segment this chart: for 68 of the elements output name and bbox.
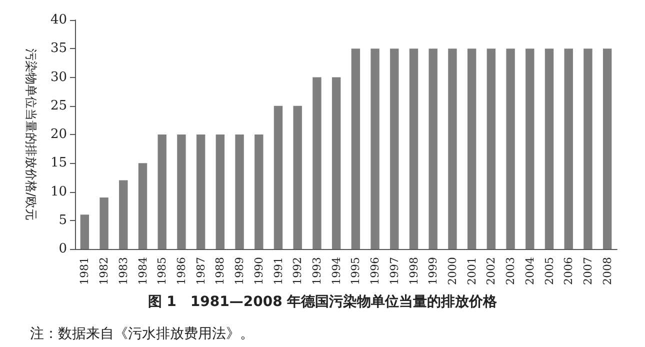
x-tick-label: 1999 (426, 257, 440, 285)
bar (216, 134, 225, 249)
y-tick-label: 5 (58, 212, 67, 228)
bar (370, 48, 380, 249)
bar (332, 77, 341, 249)
bar (526, 48, 534, 249)
bar (544, 48, 554, 249)
bar (602, 48, 612, 249)
x-tick-label: 2007 (581, 257, 594, 285)
y-tick-label: 0 (58, 242, 67, 256)
x-tick-label: 1987 (194, 257, 208, 285)
bar (409, 48, 418, 249)
bar (254, 134, 264, 249)
x-tick-label: 2003 (504, 257, 518, 285)
x-tick-label: 2002 (484, 257, 498, 285)
bar (177, 134, 186, 249)
x-tick-label: 1990 (252, 257, 266, 285)
bar (312, 77, 322, 249)
y-tick-label: 35 (50, 41, 67, 56)
bar (80, 214, 90, 249)
x-tick-label: 1984 (136, 257, 150, 285)
y-tick-label: 10 (50, 184, 67, 200)
bar (196, 134, 206, 249)
x-tick-label: 1981 (78, 257, 92, 285)
x-tick-label: 1993 (310, 257, 324, 285)
bar (274, 106, 283, 249)
bar (448, 48, 457, 249)
x-tick-label: 1997 (388, 257, 401, 285)
bar (293, 106, 302, 249)
x-tick-label: 2001 (465, 257, 478, 285)
text: 图 1 1981—2008 年德国污染物单位当量的排放价格 (148, 293, 498, 310)
x-tick-label: 1986 (174, 257, 188, 285)
bar (390, 48, 399, 249)
y-tick-label: 15 (50, 156, 67, 171)
bar (428, 48, 438, 249)
bar (351, 48, 360, 249)
x-tick-label: 2000 (446, 257, 459, 285)
x-tick-label: 2006 (562, 257, 576, 285)
bar (235, 134, 244, 249)
x-tick-label: 1992 (291, 257, 304, 285)
x-tick-label: 1991 (272, 257, 285, 285)
bar (158, 134, 166, 249)
y-tick-label: 25 (50, 98, 67, 114)
y-tick-label: 20 (50, 127, 67, 142)
x-tick-label: 2005 (542, 257, 556, 285)
x-tick-label: 1982 (98, 257, 111, 285)
y-tick-label: 40 (50, 12, 67, 28)
x-tick-label: 1988 (214, 257, 227, 285)
bar (100, 197, 108, 249)
x-tick-label: 2008 (600, 257, 614, 285)
x-tick-label: 1996 (368, 257, 382, 285)
bar (564, 48, 573, 249)
bar (506, 48, 515, 249)
x-tick-label: 1995 (349, 257, 362, 285)
y-tick-label: 30 (50, 70, 67, 85)
x-tick-label: 1998 (407, 257, 420, 285)
text: 注：数据来自《污水排放费用法》。 (30, 326, 254, 342)
x-tick-label: 1983 (116, 257, 130, 285)
bar (486, 48, 496, 249)
bar (138, 163, 148, 249)
x-tick-label: 2004 (523, 257, 536, 285)
y-axis-title: 污染物单位当量的排放价格/欧元 (24, 48, 38, 221)
x-tick-label: 1989 (233, 257, 246, 285)
bar (584, 48, 592, 249)
x-tick-label: 1985 (156, 257, 169, 285)
x-tick-label: 1994 (330, 257, 343, 285)
bar (467, 48, 476, 249)
bar (119, 180, 128, 249)
